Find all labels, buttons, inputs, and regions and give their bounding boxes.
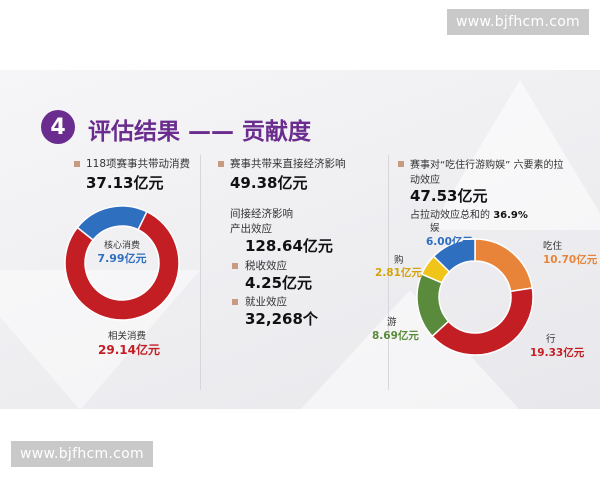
donut-slice-travel [431, 287, 534, 356]
direct-impact-label: 赛事共带来直接经济影响 [230, 158, 346, 170]
indirect-impact-label: 间接经济影响 [230, 208, 293, 220]
consumption-donut-chart: 核心消费 7.99亿元 [64, 205, 180, 321]
slice-label-tour: 游 [387, 316, 397, 328]
bullet-icon [398, 161, 404, 167]
bullet-icon [232, 299, 238, 305]
slice-value-entertainment: 6.00亿元 [426, 235, 473, 248]
bullet-icon [74, 161, 80, 167]
slice-label-eat-live: 吃住 [543, 240, 563, 252]
six-elements-share: 占拉动效应总和的 36.9% [410, 206, 528, 221]
share-value: 36.9% [493, 210, 528, 221]
slice-value-eat-live: 10.70亿元 [543, 253, 598, 266]
donut-slice-entertainment [432, 238, 476, 273]
jobs-effect-label: 就业效应 [245, 296, 287, 308]
core-consumption-label: 核心消费 [104, 239, 140, 251]
related-consumption-value: 29.14亿元 [98, 343, 160, 357]
section-title: 评估结果 —— 贡献度 [88, 119, 312, 145]
column-divider [388, 155, 389, 390]
share-prefix: 占拉动效应总和的 [410, 210, 490, 221]
six-elements-label-line2: 动效应 [410, 175, 440, 186]
output-effect-label: 产出效应 [230, 223, 272, 235]
tax-effect-value: 4.25亿元 [245, 274, 313, 292]
related-consumption-label: 相关消费 [108, 331, 147, 342]
consumption-label: 118项赛事共带动消费 [86, 158, 191, 170]
bullet-icon [218, 161, 224, 167]
bg-triangle [430, 80, 600, 230]
output-effect-value: 128.64亿元 [245, 237, 333, 255]
six-elements-label-line1: 赛事对“吃住行游购娱” 六要素的拉 [410, 160, 564, 171]
slice-label-travel: 行 [546, 333, 556, 345]
slice-value-tour: 8.69亿元 [372, 329, 419, 342]
tax-effect-label: 税收效应 [245, 260, 287, 272]
six-elements-total: 47.53亿元 [410, 187, 488, 205]
slice-label-entertainment: 娱 [430, 222, 440, 234]
watermark-top: www.bjfhcm.com [447, 9, 589, 35]
slice-value-shopping: 2.81亿元 [375, 266, 422, 279]
section-number-badge: 4 [41, 110, 75, 144]
infographic-slide: 4 评估结果 —— 贡献度 118项赛事共带动消费 37.13亿元 核心消费 7… [0, 70, 600, 409]
jobs-effect-value: 32,268个 [245, 310, 318, 328]
consumption-total: 37.13亿元 [86, 174, 164, 192]
column-divider [200, 155, 201, 390]
watermark-bottom: www.bjfhcm.com [11, 441, 153, 467]
bullet-icon [232, 263, 238, 269]
slice-label-shopping: 购 [394, 254, 404, 266]
slice-value-travel: 19.33亿元 [530, 346, 585, 359]
donut-slice-related [64, 210, 180, 321]
core-consumption-value: 7.99亿元 [97, 251, 146, 265]
direct-impact-value: 49.38亿元 [230, 174, 308, 192]
donut-slice-eat-live [474, 238, 534, 293]
